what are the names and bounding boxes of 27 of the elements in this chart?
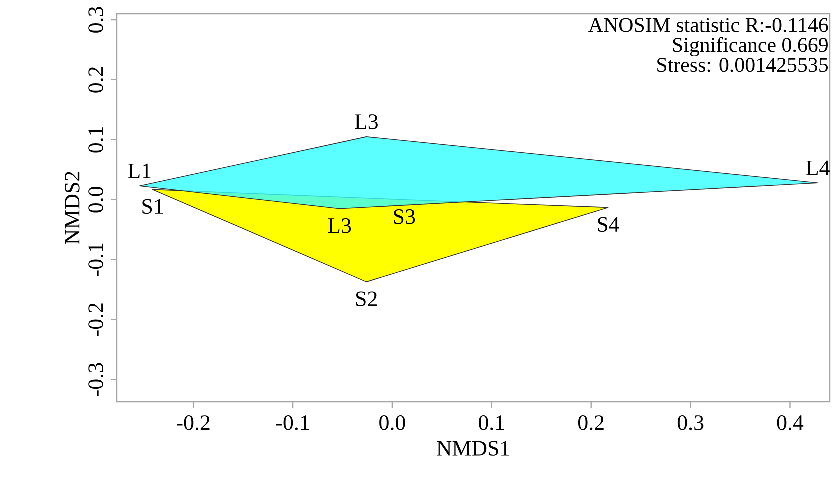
x-tick-label: 0.0 xyxy=(380,416,406,430)
annotation: Stress: 0.001425535 xyxy=(658,58,828,72)
x-tick-label: 0.4 xyxy=(777,416,804,430)
annotation: ANOSIM statistic R:-0.1146 xyxy=(588,18,828,32)
y-tick-label: 0.1 xyxy=(88,128,104,153)
y-tick-label: -0.2 xyxy=(88,304,104,336)
x-tick-label: -0.1 xyxy=(276,416,310,430)
annotation: S1 xyxy=(142,199,164,214)
y-tick-label: -0.1 xyxy=(88,244,104,276)
y-tick-label: 0.0 xyxy=(88,187,104,213)
annotation: L3 xyxy=(328,218,352,234)
y-tick-label: 0.3 xyxy=(88,7,104,33)
y-tick-label: 0.2 xyxy=(88,67,104,93)
annotation: S3 xyxy=(394,210,416,224)
x-tick-label: -0.2 xyxy=(177,416,210,430)
x-axis-title: NMDS1 xyxy=(436,441,510,456)
x-tick-label: 0.1 xyxy=(479,416,504,430)
annotation: L3 xyxy=(355,114,378,130)
x-tick-label: 0.3 xyxy=(678,416,704,430)
annotation: S4 xyxy=(598,217,620,232)
annotation: L1 xyxy=(128,164,151,178)
annotation: L4 xyxy=(806,160,830,176)
y-tick-label: -0.3 xyxy=(88,363,104,396)
y-axis-title: NMDS2 xyxy=(65,172,80,245)
x-tick-label: 0.2 xyxy=(578,416,604,430)
annotation: Significance 0.669 xyxy=(673,37,828,57)
annotation: S2 xyxy=(356,292,377,306)
